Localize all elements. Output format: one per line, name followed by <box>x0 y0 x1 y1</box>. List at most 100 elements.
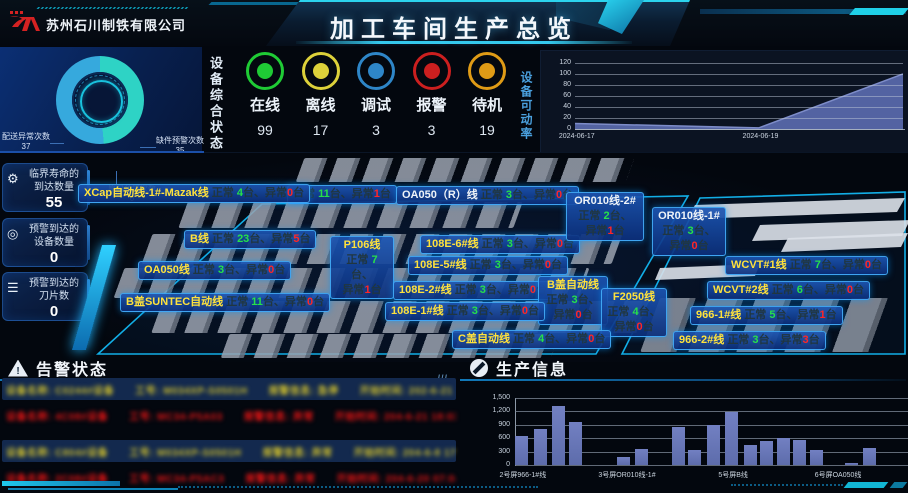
alarm-text: 设备名称: C804#设备 工号: M034XP-S0501H 报警信息: 异常… <box>6 447 456 459</box>
y-tick-label: 120 <box>559 59 571 66</box>
normal-text: 正常 <box>771 284 797 296</box>
footer-decoration <box>8 488 178 490</box>
normal-count: 11 <box>318 188 330 200</box>
normal-count: 5 <box>769 309 776 321</box>
line-status-label[interactable]: 108E-5#线 正常 3台、异常0台 <box>408 256 568 275</box>
title-underline <box>296 41 632 44</box>
equipment-status-panel: 配送异常次数 37 缺件预警次数 35 原料预警次数 0 <box>0 47 204 203</box>
abnormal-count: 0 <box>864 259 871 271</box>
line-name: 966-1#线 <box>696 309 745 321</box>
normal-text: 正常 <box>469 259 495 271</box>
normal-count: 7 <box>814 259 821 271</box>
line-status-normal: 正常 3台、 <box>544 293 602 308</box>
y-tick-label: 0 <box>506 461 510 468</box>
abnormal-text: 台、异常 <box>820 259 865 271</box>
machine-row <box>178 202 523 228</box>
normal-count: 3 <box>571 293 578 306</box>
line-name: OR010线-1# <box>658 210 720 222</box>
abnormal-text: 台、异常 <box>512 238 557 250</box>
availability-vertical-title: 设备可动率 <box>519 71 533 141</box>
dotted-divider <box>731 484 843 486</box>
status-label: 待机 <box>471 97 502 114</box>
abnormal-count: 1 <box>364 283 371 296</box>
abnormal-text: 台、 <box>351 268 373 281</box>
y-tick-label: 300 <box>498 447 510 455</box>
normal-count: 11 <box>251 296 263 308</box>
line-status-label[interactable]: OA050线 正常 3台、异常0台 <box>138 261 292 280</box>
line-name: 108E-2#线 <box>399 284 455 296</box>
line-name: WCVT#1线 <box>731 259 790 271</box>
tool-gear-icon: ⚙ <box>7 171 19 186</box>
counter-value: 0 <box>49 249 59 266</box>
production-bar <box>743 444 757 465</box>
line-status-label[interactable]: OA050（R）线 正常 3台、异常0台 <box>396 186 580 205</box>
gridline <box>575 129 903 130</box>
status-dot <box>423 63 440 79</box>
abnormal-text: 台、异常 <box>224 264 269 276</box>
line-status-label[interactable]: 966-1#线 正常 5台、异常1台 <box>690 306 843 325</box>
status-label: 报警 <box>416 97 447 114</box>
status-count: 3 <box>427 122 436 138</box>
device-status-indicators: 在线 99 离线 17 调试 3 报警 3 待机 19 <box>240 52 512 150</box>
status-dot <box>312 63 329 79</box>
line-status-label[interactable]: 108E-6#线 正常 3台、异常0台 <box>420 235 580 254</box>
status-ring-icon <box>468 52 506 90</box>
abnormal-count: 0 <box>588 333 595 345</box>
line-status-label[interactable]: C盖自动线 正常 4台、异常0台 <box>452 330 612 349</box>
normal-text: 正常 <box>578 209 604 222</box>
line-status-label[interactable]: XCap自动线-1#-Mazak线 正常 4台、异常0台 <box>78 184 311 203</box>
normal-count: 3 <box>217 264 225 276</box>
line-name: 108E-1#线 <box>391 305 447 317</box>
line-status-label[interactable]: B线 正常 23台、异常5台 <box>184 230 317 249</box>
production-bar <box>688 450 702 465</box>
factory-floor-3d-view[interactable]: XCap自动线-1#-Mazak线 正常 4台、异常0台正常 11台、异常1台O… <box>71 150 908 362</box>
alarm-row: 设备名称: 4C08#设备 工号: MC34-P5A03 报警信息: 异常 开始… <box>2 404 456 426</box>
normal-text: 正常 <box>192 264 218 276</box>
alarm-text: 设备名称: C0244#设备 工号: M034XP-S0501H 报警信息: 急… <box>6 385 456 397</box>
normal-text: 正常 <box>662 224 688 237</box>
abnormal-count: 0 <box>286 187 294 199</box>
abnormal-text: 台、 <box>638 305 661 318</box>
donut-panel-vertical-title: 设备综合状态 <box>208 56 223 152</box>
abnormal-count: 1 <box>607 224 614 237</box>
line-status-label[interactable]: 966-2#线 正常 3台、异常3台 <box>673 331 826 350</box>
y-tick-label: 80 <box>563 81 571 88</box>
warning-triangle-icon: ! <box>8 359 28 377</box>
status-indicator: 调试 3 <box>351 52 401 150</box>
normal-count: 3 <box>494 259 501 271</box>
y-tick-label: 0 <box>567 125 571 132</box>
availability-area-series <box>575 73 903 129</box>
scrollbar-decoration[interactable] <box>2 481 120 486</box>
header-decoration <box>700 9 906 14</box>
line-name: OA050（R）线 <box>402 189 481 201</box>
normal-text: 正常 <box>607 305 633 318</box>
status-ring-icon <box>246 52 284 90</box>
abnormal-count: 0 <box>521 305 528 317</box>
x-tick-label: 2号屏966-1#线 <box>499 472 547 479</box>
abnormal-count: 0 <box>306 296 314 308</box>
line-status-label[interactable]: 108E-2#线 正常 3台、异常0台 <box>393 281 553 300</box>
y-tick-label: 600 <box>498 434 510 442</box>
line-status-label[interactable]: B盖自动线 正常 3台、 异常0台 <box>538 276 608 325</box>
abnormal-count: 5 <box>293 233 300 245</box>
normal-text: 正常 <box>727 334 753 346</box>
gridline <box>515 411 908 413</box>
line-name: F2050线 <box>612 291 656 303</box>
line-status-label[interactable]: 108E-1#线 正常 3台、异常0台 <box>385 302 545 321</box>
line-status-label[interactable]: WCVT#1线 正常 7台、异常0台 <box>725 256 888 275</box>
line-name: OA050线 <box>144 264 193 276</box>
normal-text: 正常 <box>454 284 480 296</box>
line-status-label[interactable]: B盖SUNTEC自动线 正常 11台、异常0台 <box>120 293 331 312</box>
availability-chart[interactable]: 0 20 40 60 80 100 120 2024-06-17 2024-06-19 <box>540 50 908 153</box>
production-bar <box>793 439 807 465</box>
line-status-label[interactable]: WCVT#2线 正常 6台、异常0台 <box>707 281 870 300</box>
abnormal-count: 0 <box>529 284 536 296</box>
abnormal-text: 台、 <box>693 224 716 237</box>
gridline <box>575 96 903 97</box>
header-bar: 加工车间生产总览 苏州石川制铁有限公司 <box>0 0 908 46</box>
abnormal-text: 台、 <box>577 293 600 306</box>
line-status-label[interactable]: OR010线-2# 正常 2台、 异常1台 <box>566 192 644 241</box>
line-status-label[interactable]: F2050线 正常 4台、 异常0台 <box>601 288 667 337</box>
line-status-label[interactable]: P106线 正常 7 台、 异常1台 <box>330 236 394 300</box>
line-status-label[interactable]: OR010线-1# 正常 3台、 异常0台 <box>652 207 726 256</box>
